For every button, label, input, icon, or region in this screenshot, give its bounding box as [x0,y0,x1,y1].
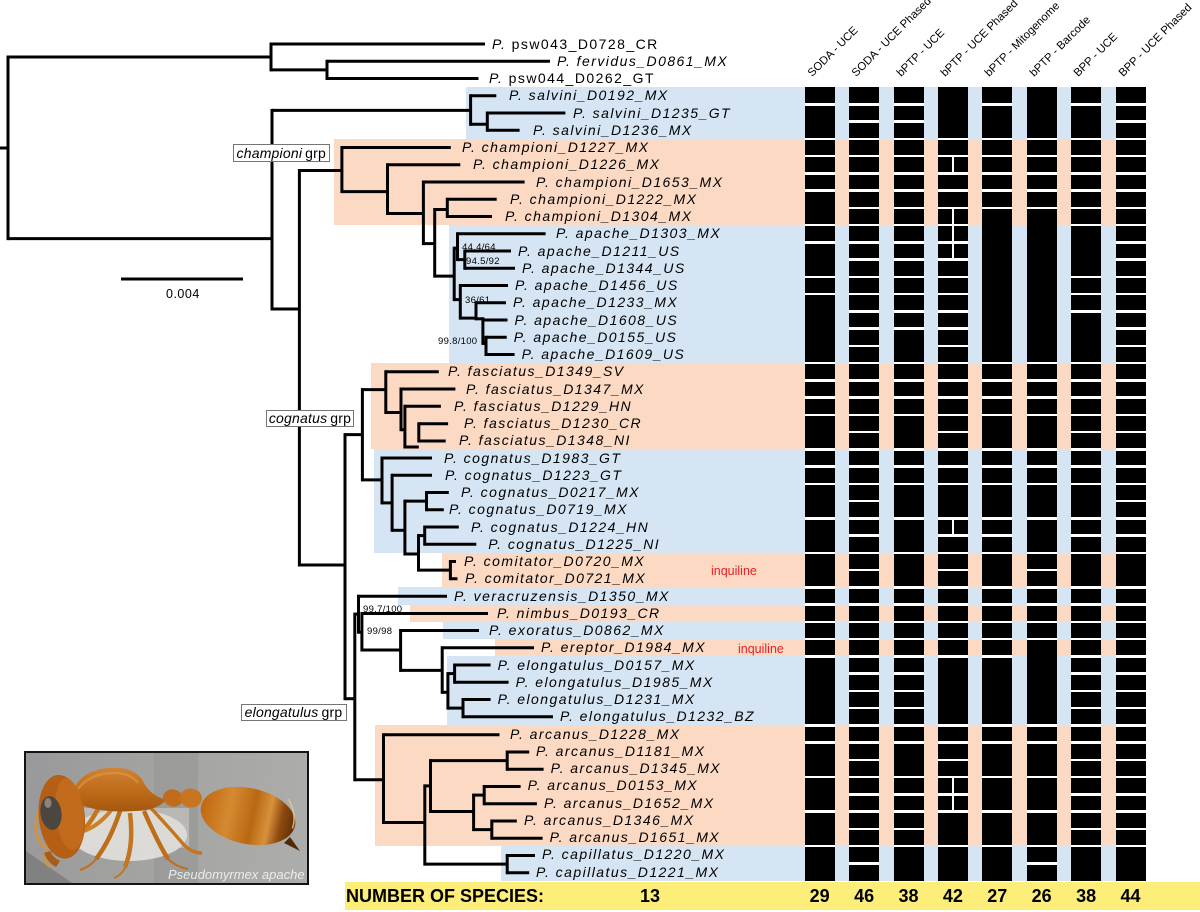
svg-text:Pseudomyrmex apache: Pseudomyrmex apache [168,867,305,882]
